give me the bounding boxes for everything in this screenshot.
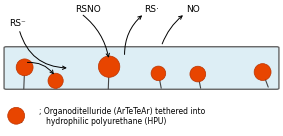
Ellipse shape (254, 64, 271, 81)
FancyBboxPatch shape (4, 47, 279, 89)
Text: ; Organoditelluride (ArTeTeAr) tethered into: ; Organoditelluride (ArTeTeAr) tethered … (39, 107, 205, 116)
Text: hydrophilic polyurethane (HPU): hydrophilic polyurethane (HPU) (46, 117, 166, 126)
Text: RSNO: RSNO (75, 5, 101, 14)
Text: RS⁻: RS⁻ (9, 19, 26, 28)
Ellipse shape (98, 56, 120, 77)
Ellipse shape (151, 66, 166, 81)
Text: RS·: RS· (144, 5, 159, 14)
Ellipse shape (190, 66, 206, 82)
Text: NO: NO (186, 5, 200, 14)
Ellipse shape (8, 107, 25, 124)
Ellipse shape (48, 73, 63, 88)
Ellipse shape (16, 59, 33, 76)
